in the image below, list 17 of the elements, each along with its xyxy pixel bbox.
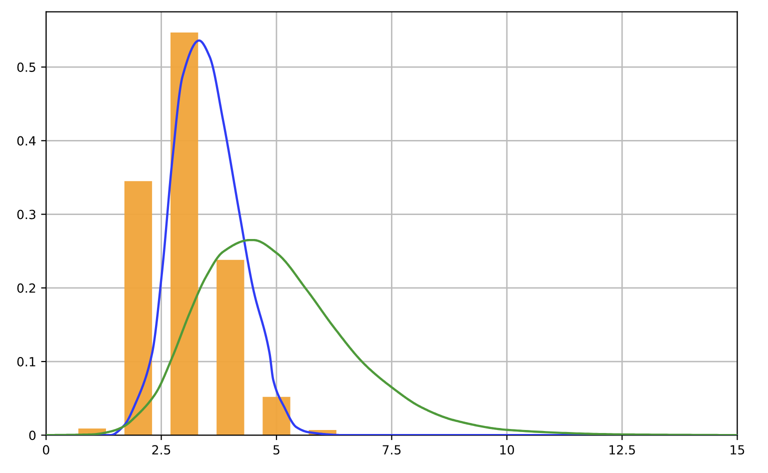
bar [216,260,244,436]
x-tick-label: 2.5 [152,445,170,455]
x-tick-label: 0 [42,445,50,455]
y-tick-label: 0.5 [17,62,36,72]
x-tick-label: 5 [273,445,280,455]
bar [124,181,152,436]
x-tick-label: 7.5 [382,445,401,455]
y-tick-label: 0.4 [17,136,36,146]
y-tick-label: 0.1 [17,357,36,366]
x-tick-label: 12.5 [610,445,635,455]
bar [262,396,290,436]
x-tick-label: 10 [500,445,514,455]
bar [170,32,198,436]
x-tick-label: 15 [730,445,744,455]
y-tick-label: 0 [29,430,36,440]
y-tick-label: 0.2 [17,283,36,293]
y-tick-label: 0.3 [17,210,36,220]
